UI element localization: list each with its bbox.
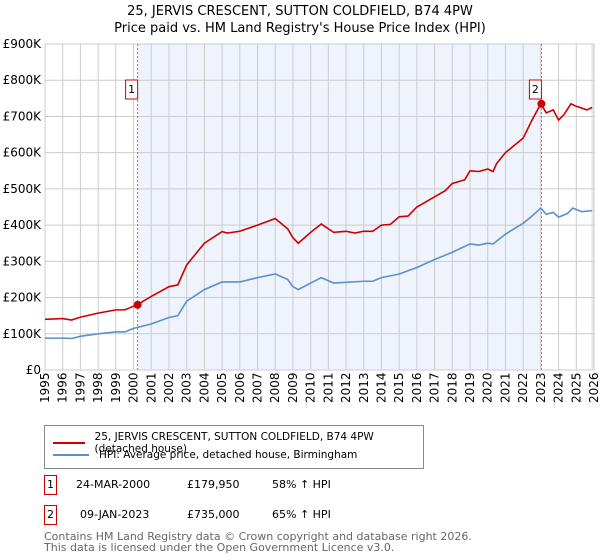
x-tick-label: 1998 [91, 372, 105, 403]
legend-item-property: 25, JERVIS CRESCENT, SUTTON COLDFIELD, B… [53, 431, 423, 455]
sale-label-box [528, 79, 542, 100]
x-tick-label: 2021 [498, 372, 512, 403]
y-tick-label: £400K [3, 218, 43, 232]
x-tick-label: 2013 [357, 372, 371, 403]
x-tick-label: 2020 [481, 372, 495, 403]
chart-subtitle: Price paid vs. HM Land Registry's House … [114, 21, 486, 36]
line-chart: 1995 1996 1997 1998 1999 2000 2001 2002 2003 2004… [3, 37, 600, 403]
legend-swatch-red [53, 442, 85, 444]
y-tick-label: £100K [3, 327, 43, 341]
x-tick-label: 2019 [463, 372, 477, 403]
transaction-date: 09-JAN-2023 [80, 508, 150, 521]
x-tick-label: 2018 [445, 372, 459, 403]
legend: 25, JERVIS CRESCENT, SUTTON COLDFIELD, B… [44, 425, 424, 469]
y-tick-label: £800K [3, 73, 43, 87]
x-tick-label: 2017 [428, 372, 442, 403]
x-tick-label: 2023 [534, 372, 548, 403]
x-tick-label: 2003 [180, 372, 194, 403]
transaction-marker-badge: 1 [44, 475, 57, 495]
transaction-date: 24-MAR-2000 [76, 478, 151, 491]
x-tick-label: 2009 [286, 372, 300, 403]
y-tick-label: £900K [3, 37, 43, 51]
x-tick-label: 2006 [233, 372, 247, 403]
x-tick-label: 2007 [251, 372, 265, 403]
legend-item-hpi: HPI: Average price, detached house, Birm… [53, 449, 357, 461]
x-tick-label: 2010 [304, 372, 318, 403]
x-tick-label: 2016 [410, 372, 424, 403]
x-tick-label: 2005 [215, 372, 229, 403]
x-tick-label: 1995 [38, 372, 52, 403]
x-tick-label: 2011 [321, 372, 335, 403]
x-tick-label: 2014 [374, 372, 388, 403]
forecast-hatch [591, 44, 594, 370]
chart-title: 25, JERVIS CRESCENT, SUTTON COLDFIELD, B… [127, 4, 473, 19]
transaction-price: £179,950 [187, 478, 240, 491]
y-tick-label: £600K [3, 146, 43, 160]
x-tick-label: 2025 [569, 372, 583, 403]
sale-point [537, 99, 546, 108]
y-tick-label: £0 [26, 363, 41, 377]
y-tick-label: £500K [3, 182, 43, 196]
legend-label: HPI: Average price, detached house, Birm… [99, 449, 358, 461]
footer-licence: This data is licensed under the Open Gov… [44, 541, 395, 554]
legend-swatch-blue [53, 454, 89, 456]
property-series-line [44, 102, 593, 321]
transaction-marker-badge: 2 [44, 505, 57, 525]
transaction-hpi: 65% ↑ HPI [272, 508, 331, 521]
x-tick-label: 2000 [127, 372, 141, 403]
sale-label: 1 [128, 83, 135, 96]
x-tick-label: 2001 [144, 372, 158, 403]
legend-label: 25, JERVIS CRESCENT, SUTTON COLDFIELD, B… [94, 431, 374, 455]
sale-point [133, 300, 142, 309]
ownership-period-shading [137, 44, 542, 370]
footer: Contains HM Land Registry data © Crown c… [44, 531, 472, 553]
sale-label: 2 [532, 83, 539, 96]
plot-frame [44, 43, 595, 371]
transaction-price: £735,000 [187, 508, 240, 521]
x-tick-label: 2015 [392, 372, 406, 403]
x-tick-label: 2004 [197, 372, 211, 403]
x-tick-label: 2008 [268, 372, 282, 403]
y-tick-label: £700K [3, 109, 43, 123]
y-tick-label: £200K [3, 291, 43, 305]
x-tick-label: 2024 [552, 372, 566, 403]
x-tick-label: 2026 [587, 372, 600, 403]
x-tick-label: 2012 [339, 372, 353, 403]
x-tick-label: 2002 [162, 372, 176, 403]
x-tick-label: 1997 [73, 372, 87, 403]
x-tick-label: 2022 [516, 372, 530, 403]
x-tick-label: 1999 [109, 372, 123, 403]
footer-copyright: Contains HM Land Registry data © Crown c… [44, 530, 472, 543]
x-tick-label: 1996 [56, 372, 70, 403]
hpi-series-line [45, 206, 593, 340]
transaction-hpi: 58% ↑ HPI [272, 478, 331, 491]
sale-label-box [125, 79, 139, 100]
y-tick-label: £300K [3, 254, 43, 268]
